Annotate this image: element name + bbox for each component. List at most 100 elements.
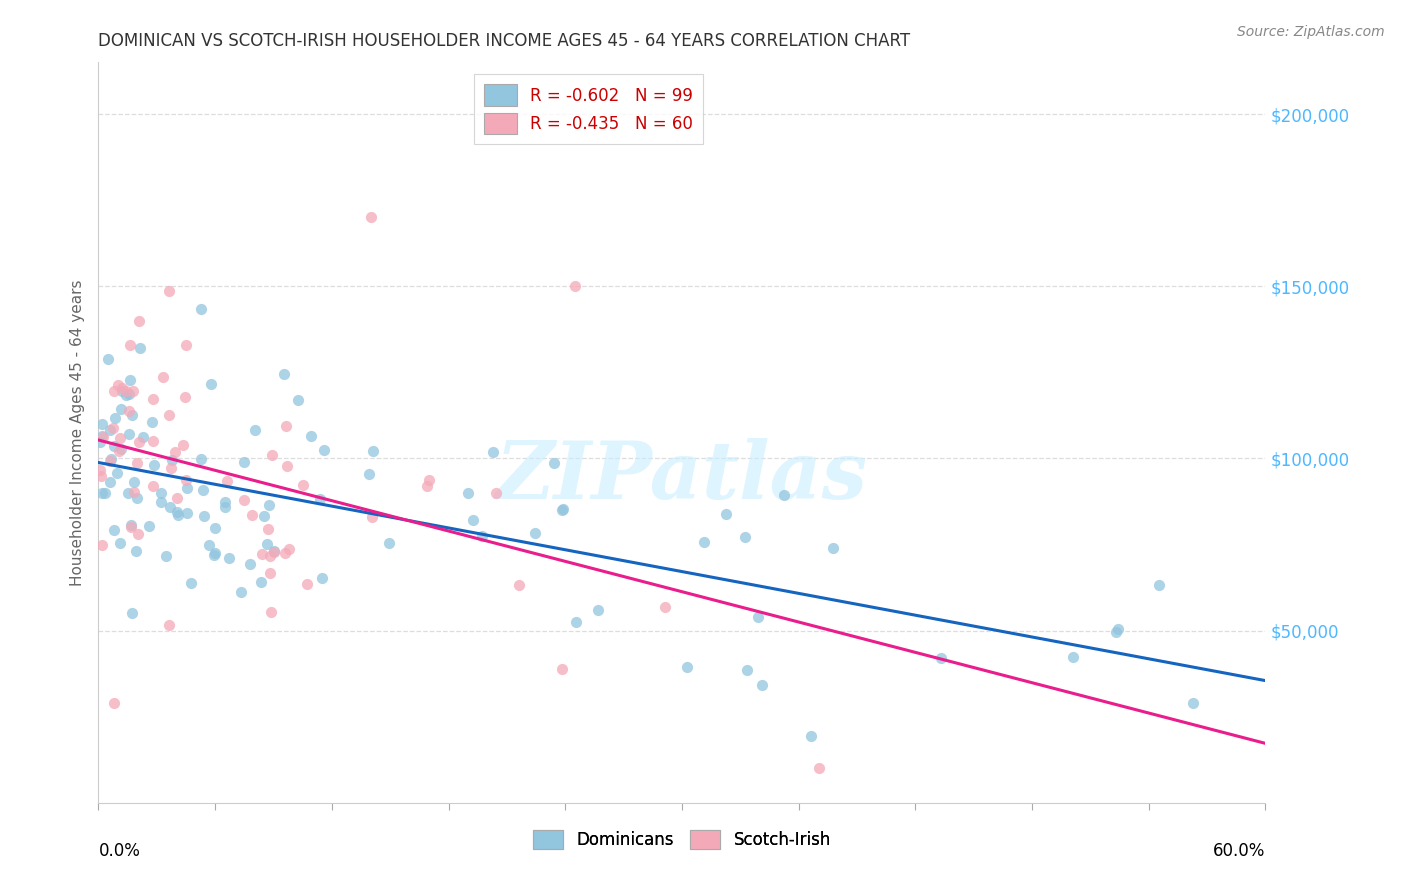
Point [297,576,319,591]
Point [176,506,198,520]
Point [263,543,285,558]
Point [121,606,143,620]
Point [239,558,262,572]
Point [654,600,676,615]
Point [108,444,131,458]
Point [124,475,146,489]
Point [1182,697,1205,711]
Point [751,678,773,692]
Point [550,503,572,517]
Point [204,521,226,535]
Point [485,486,508,500]
Point [747,610,769,624]
Point [105,466,128,480]
Point [149,486,172,500]
Point [808,761,831,775]
Point [91,430,114,444]
Point [176,481,198,495]
Point [256,537,278,551]
Point [149,494,172,508]
Point [260,605,283,619]
Point [128,341,150,355]
Point [111,381,134,395]
Point [821,541,844,555]
Point [110,401,132,416]
Point [1107,622,1129,636]
Point [675,660,697,674]
Point [263,545,285,559]
Point [259,549,281,563]
Point [128,435,150,450]
Y-axis label: Householder Income Ages 45 - 64 years: Householder Income Ages 45 - 64 years [69,279,84,586]
Point [98,454,121,468]
Point [193,508,215,523]
Point [257,522,280,536]
Point [586,603,609,617]
Point [482,445,505,459]
Point [202,548,225,562]
Point [299,429,322,443]
Text: 0.0%: 0.0% [98,842,141,860]
Point [359,467,381,482]
Point [217,474,239,488]
Point [190,452,212,467]
Point [551,662,574,676]
Point [118,373,141,387]
Point [218,551,240,566]
Point [120,518,142,533]
Point [128,314,150,328]
Text: Source: ZipAtlas.com: Source: ZipAtlas.com [1237,25,1385,39]
Point [159,500,181,514]
Point [214,495,236,509]
Point [111,384,134,399]
Point [198,538,221,552]
Point [122,384,145,398]
Point [243,423,266,437]
Point [117,485,139,500]
Point [273,367,295,381]
Point [125,491,148,505]
Point [157,617,180,632]
Point [259,566,281,580]
Point [714,508,737,522]
Point [172,438,194,452]
Point [287,392,309,407]
Point [508,577,530,591]
Point [1105,624,1128,639]
Point [142,458,165,472]
Point [91,417,114,431]
Point [104,411,127,425]
Point [90,468,112,483]
Point [471,528,494,542]
Point [125,456,148,470]
Point [160,452,183,467]
Point [312,442,335,457]
Point [155,549,177,563]
Point [108,431,131,445]
Point [461,513,484,527]
Point [174,338,197,352]
Point [166,505,188,519]
Point [107,378,129,392]
Point [191,483,214,498]
Point [551,502,574,516]
Point [110,442,132,456]
Point [138,518,160,533]
Point [103,440,125,454]
Point [262,448,284,462]
Point [115,384,138,399]
Point [152,369,174,384]
Point [103,696,125,710]
Point [204,546,226,560]
Point [360,211,382,225]
Point [90,428,112,442]
Point [118,427,141,442]
Text: 60.0%: 60.0% [1213,842,1265,860]
Point [174,473,197,487]
Point [103,384,125,398]
Point [142,434,165,449]
Point [200,377,222,392]
Point [543,456,565,470]
Point [274,418,297,433]
Point [115,387,138,401]
